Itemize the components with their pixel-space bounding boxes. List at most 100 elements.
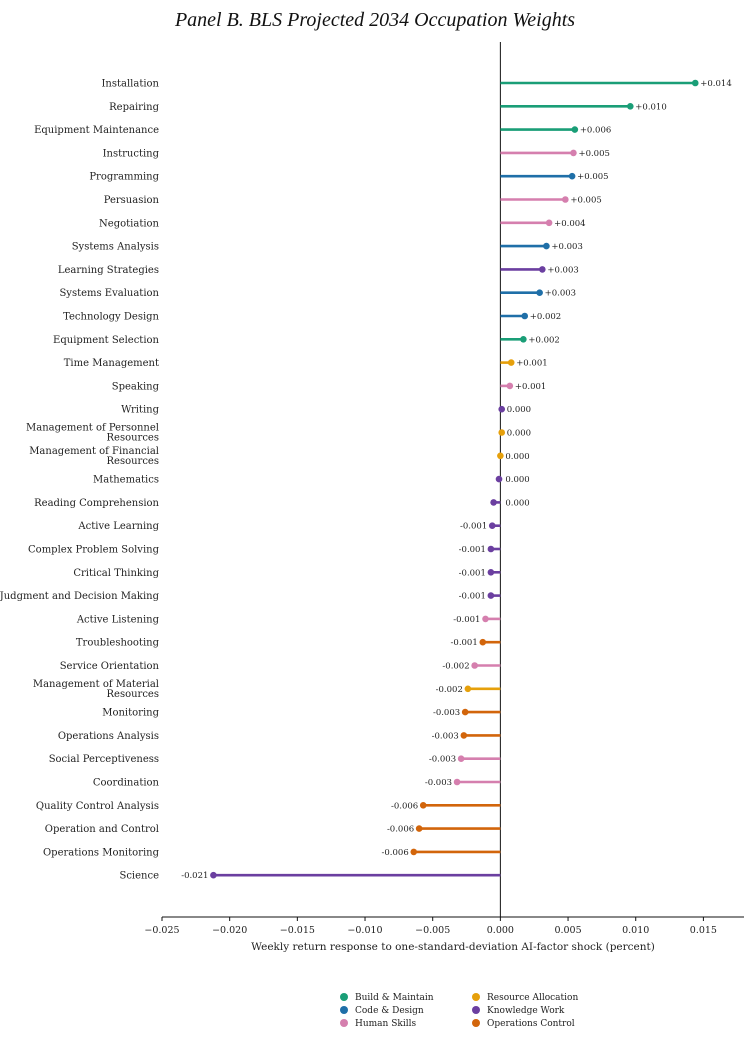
category-label: Critical Thinking [73,568,159,579]
legend-label: Knowledge Work [487,1006,565,1016]
legend-label: Human Skills [355,1019,416,1029]
category-label: Systems Analysis [72,242,159,253]
lollipop-point [498,405,506,413]
value-label: +0.002 [528,335,559,345]
x-tick-label: 0.010 [622,925,649,936]
lollipop-point [487,569,495,576]
x-tick-label: −0.010 [347,925,382,936]
value-label: -0.003 [425,778,452,788]
value-label: +0.005 [577,172,608,182]
category-label: Programming [89,172,159,183]
legend-marker [472,1006,480,1014]
value-label: -0.002 [436,685,463,695]
legend-marker [340,1006,348,1014]
lollipop-point [479,638,487,646]
legend-marker [340,993,348,1001]
lollipop-point [415,825,423,832]
lollipop-point [691,79,699,87]
legend-label: Resource Allocation [487,993,578,1003]
lollipop-point [490,499,497,506]
value-label: -0.021 [181,871,208,881]
category-label: Speaking [112,381,160,392]
value-label: +0.004 [554,219,585,229]
value-label: -0.001 [460,522,487,532]
value-label: +0.003 [551,242,582,252]
lollipop-point [419,802,427,809]
category-label: Quality Control Analysis [36,801,159,812]
lollipop-point [410,848,418,856]
value-label: +0.010 [635,102,666,112]
legend-marker [472,993,480,1001]
value-label: -0.001 [451,638,478,648]
category-label: Mathematics [93,475,159,486]
legend-marker [472,1019,480,1027]
bars-layer [210,42,699,917]
category-label: Management of Personnel Resources [26,423,159,444]
lollipop-point [488,522,496,529]
value-label: -0.002 [442,662,469,672]
lollipop-point [562,196,569,203]
category-label: Repairing [109,102,159,113]
category-label: Monitoring [102,708,159,719]
category-label: Management of Material Resources [33,679,159,700]
category-label: Persuasion [104,195,160,206]
category-label: Operation and Control [45,824,159,835]
category-label: Social Perceptiveness [49,754,159,765]
value-label: +0.005 [578,149,609,159]
lollipop-point [460,732,468,739]
category-label: Coordination [93,778,160,789]
value-label: +0.003 [545,289,576,299]
category-labels: Installation Repairing Equipment Maintenan… [0,79,160,882]
value-label: 0.000 [505,452,529,462]
lollipop-point [495,475,503,483]
value-label: -0.006 [387,825,414,835]
lollipop-point [487,545,495,553]
legend-label: Code & Design [355,1006,424,1016]
category-label: Service Orientation [60,661,160,672]
value-label: +0.014 [700,79,731,89]
lollipop-point [461,708,469,716]
legend: Build & Maintain Resource Allocation Code … [340,993,578,1029]
lollipop-point [471,662,478,669]
value-label: -0.006 [391,801,418,811]
lollipop-point [210,871,217,879]
value-labels: +0.014 +0.010 +0.006 +0.005 +0.005 +0.005 +0.0… [181,79,732,881]
lollipop-point [498,429,506,436]
lollipop-point [627,103,634,110]
x-tick-label: −0.005 [415,925,450,936]
category-label: Operations Analysis [58,731,159,742]
category-label: Instructing [103,148,160,159]
category-label: Active Listening [76,614,160,625]
category-label: Writing [121,405,159,416]
value-label: +0.001 [515,382,546,392]
legend-label: Operations Control [487,1019,575,1029]
lollipop-point [539,266,546,273]
category-label: Reading Comprehension [34,498,159,509]
value-label: 0.000 [505,498,529,508]
category-label: Installation [101,79,159,90]
lollipop-point [506,382,514,390]
category-label: Science [119,871,159,882]
value-label: +0.005 [570,196,601,206]
x-tick-label: 0.005 [554,925,581,936]
category-label: Judgment and Decision Making [0,591,160,602]
value-label: 0.000 [507,405,531,415]
lollipop-point [543,242,550,250]
lollipop-point [571,126,579,133]
value-label: +0.002 [530,312,561,322]
lollipop-point [520,336,527,343]
x-axis: −0.025 −0.020 −0.015 −0.010 −0.005 0.000 0.005… [144,916,744,936]
lollipop-point [521,312,529,320]
value-label: -0.001 [453,615,480,625]
lollipop-point [497,452,504,460]
category-label: Troubleshooting [76,638,160,649]
category-label: Management of Financial Resources [29,446,159,467]
lollipop-point [568,172,576,180]
chart-title: Panel B. BLS Projected 2034 Occupation W… [174,9,575,31]
legend-label: Build & Maintain [355,993,434,1003]
x-tick-label: 0.000 [487,925,514,936]
lollipop-point [570,149,577,157]
category-label: Operations Monitoring [43,847,160,858]
value-label: -0.001 [459,545,486,555]
lollipop-point [487,592,495,599]
